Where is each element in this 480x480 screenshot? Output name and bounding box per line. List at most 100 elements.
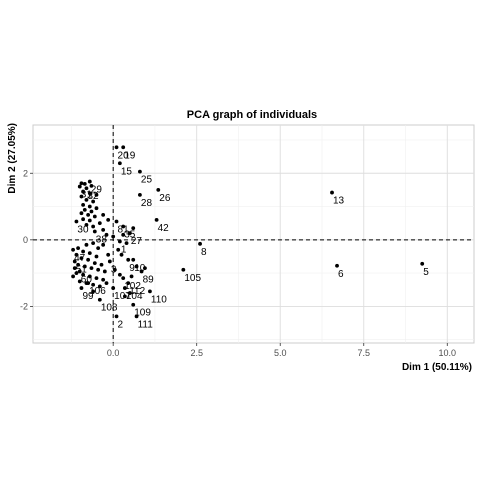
data-point <box>89 184 94 188</box>
data-point <box>81 189 86 194</box>
data-point <box>97 297 102 302</box>
data-point <box>114 219 119 224</box>
data-point <box>104 281 109 285</box>
data-point <box>138 192 142 197</box>
data-point <box>79 256 84 261</box>
data-point <box>104 232 109 237</box>
point-label: 5 <box>423 267 429 278</box>
point-label: 1 <box>121 244 127 255</box>
y-tick-label: 0 <box>23 235 28 245</box>
point-label: 112 <box>129 286 145 297</box>
data-point <box>96 246 101 251</box>
data-point <box>84 242 89 247</box>
data-point <box>181 267 186 272</box>
x-tick-label: 0.0 <box>107 348 120 358</box>
data-point <box>96 267 101 272</box>
point-label: 19 <box>124 150 136 161</box>
data-point <box>92 214 97 219</box>
data-point <box>420 261 425 266</box>
data-point <box>139 269 144 274</box>
data-point <box>126 281 131 285</box>
data-point <box>79 181 84 186</box>
data-point <box>89 209 94 214</box>
data-point <box>121 232 126 237</box>
point-label: 42 <box>158 223 170 234</box>
data-point <box>84 186 89 191</box>
data-point <box>114 145 119 150</box>
point-label: 35 <box>124 230 136 241</box>
point-label: 20 <box>118 150 130 161</box>
data-point <box>74 219 79 224</box>
data-point <box>92 229 97 234</box>
data-point <box>131 257 136 262</box>
x-tick-label: 2.5 <box>190 348 203 358</box>
data-point <box>94 254 99 259</box>
x-tick-label: 7.5 <box>357 348 370 358</box>
data-point <box>156 188 161 192</box>
data-point <box>134 264 139 269</box>
point-label: 111 <box>138 319 154 330</box>
data-point <box>335 263 339 268</box>
data-point <box>87 191 92 196</box>
data-point <box>131 302 136 307</box>
point-label: 32 <box>87 191 99 202</box>
data-point <box>148 289 152 294</box>
data-point <box>117 161 122 166</box>
data-point <box>111 234 116 239</box>
data-point <box>101 227 106 232</box>
point-label: 51 <box>76 264 88 275</box>
data-point <box>82 207 87 212</box>
data-point <box>124 241 129 246</box>
data-point <box>129 274 134 279</box>
point-label: 104 <box>126 291 143 302</box>
data-point <box>79 286 84 290</box>
data-point <box>81 272 86 277</box>
data-point <box>154 217 159 222</box>
data-point <box>79 194 84 199</box>
point-label: 106 <box>89 286 106 297</box>
data-point <box>107 259 112 264</box>
data-point <box>198 241 202 246</box>
point-label: 109 <box>134 308 151 319</box>
data-point <box>111 286 116 290</box>
data-point <box>91 282 96 287</box>
y-tick-label: 2 <box>23 168 28 178</box>
data-point <box>84 281 89 285</box>
point-label: 107 <box>114 291 131 302</box>
point-label: 3 <box>111 264 117 275</box>
data-point <box>82 182 87 186</box>
data-point <box>84 222 89 227</box>
data-point <box>86 257 91 262</box>
data-point <box>77 184 82 189</box>
data-point <box>91 241 96 246</box>
data-point <box>77 279 82 284</box>
data-point <box>112 267 117 272</box>
data-point <box>91 224 96 229</box>
point-label: 13 <box>333 196 345 207</box>
data-point <box>126 257 131 262</box>
data-point <box>86 212 91 217</box>
point-label: 9 <box>129 263 135 274</box>
data-point <box>81 249 86 254</box>
point-label: 81 <box>118 225 130 236</box>
data-point <box>87 218 92 223</box>
point-label: 2 <box>118 319 124 330</box>
data-point <box>71 247 75 252</box>
data-point <box>138 169 142 174</box>
data-point <box>117 239 122 244</box>
data-point <box>71 274 75 279</box>
data-point <box>101 242 106 247</box>
data-point <box>77 269 82 274</box>
point-label: 30 <box>77 225 89 236</box>
data-point <box>74 271 79 276</box>
point-label: 26 <box>159 193 171 204</box>
x-tick-label: 10.0 <box>439 348 457 358</box>
point-label: 110 <box>151 294 167 305</box>
data-point <box>81 217 86 222</box>
data-point <box>127 231 132 236</box>
point-label: 8 <box>201 247 207 258</box>
data-point <box>101 212 106 217</box>
y-tick-label: -2 <box>20 301 28 311</box>
